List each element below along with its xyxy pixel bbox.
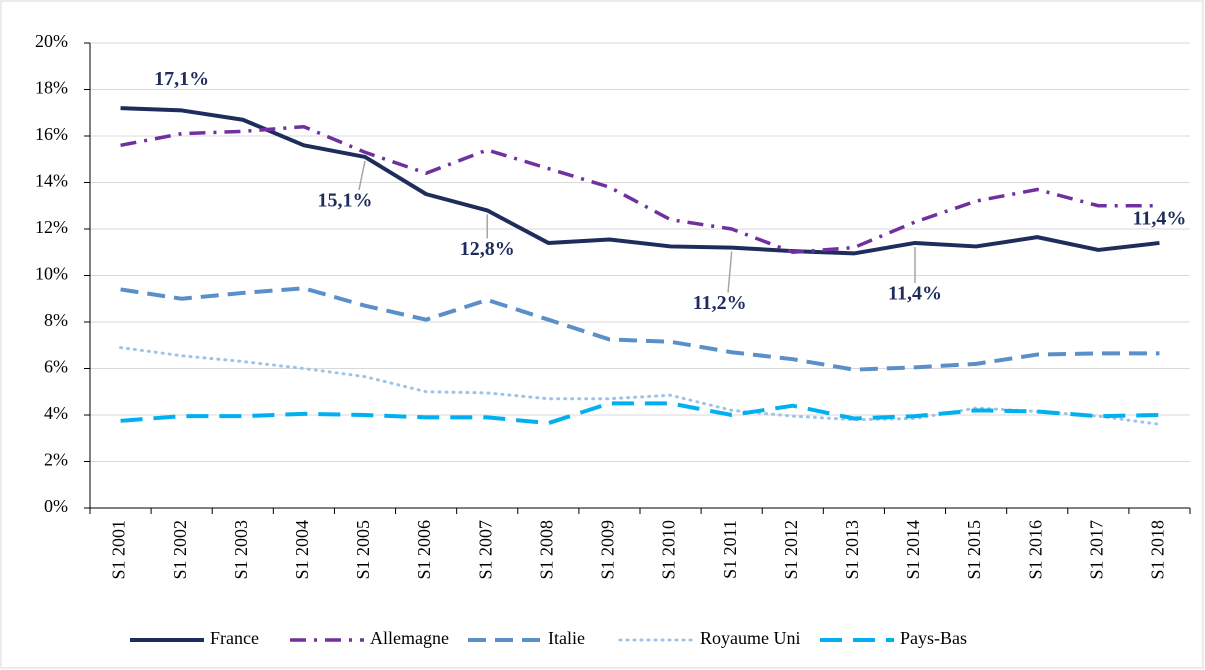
x-tick-label: S1 2001 xyxy=(109,520,129,580)
y-tick-label: 8% xyxy=(44,310,68,330)
y-tick-label: 18% xyxy=(35,78,68,98)
x-tick-label: S1 2010 xyxy=(659,520,679,580)
x-tick-label: S1 2017 xyxy=(1086,520,1106,580)
data-label: 11,2% xyxy=(693,292,747,314)
y-tick-label: 4% xyxy=(44,403,68,423)
x-tick-label: S1 2016 xyxy=(1025,520,1045,580)
y-tick-label: 12% xyxy=(35,217,68,237)
series-line xyxy=(120,286,1160,372)
x-tick-label: S1 2006 xyxy=(414,520,434,580)
x-tick-label: S1 2004 xyxy=(292,520,312,580)
data-label: 11,4% xyxy=(888,283,942,305)
y-tick-label: 14% xyxy=(35,171,68,191)
label-leader xyxy=(727,251,733,293)
series-line xyxy=(119,346,1161,426)
y-tick-label: 20% xyxy=(35,31,68,51)
legend-label: Italie xyxy=(548,628,585,648)
x-tick-label: S1 2012 xyxy=(781,520,801,580)
data-label: 17,1% xyxy=(154,68,209,90)
y-tick-label: 6% xyxy=(44,357,68,377)
data-label: 15,1% xyxy=(318,190,373,212)
label-leader xyxy=(358,160,366,191)
series-line xyxy=(120,106,1160,256)
x-tick-label: S1 2008 xyxy=(536,520,556,580)
legend-label: Royaume Uni xyxy=(700,628,801,648)
x-tick-label: S1 2007 xyxy=(475,520,495,580)
y-tick-label: 0% xyxy=(44,496,68,516)
data-label: 11,4% xyxy=(1132,208,1186,230)
y-tick-label: 2% xyxy=(44,450,68,470)
legend-label: Pays-Bas xyxy=(900,628,967,648)
x-tick-label: S1 2002 xyxy=(170,520,190,580)
x-tick-label: S1 2003 xyxy=(231,520,251,580)
x-tick-label: S1 2009 xyxy=(598,520,618,580)
legend-label: Allemagne xyxy=(370,628,449,648)
x-tick-label: S1 2005 xyxy=(353,520,373,580)
series-line xyxy=(120,401,1160,426)
x-tick-label: S1 2011 xyxy=(720,520,740,579)
x-tick-label: S1 2018 xyxy=(1148,520,1168,580)
x-tick-label: S1 2013 xyxy=(842,520,862,580)
y-tick-label: 10% xyxy=(35,264,68,284)
y-tick-label: 16% xyxy=(35,124,68,144)
data-label: 12,8% xyxy=(460,238,515,260)
legend-label: France xyxy=(210,628,259,648)
x-tick-label: S1 2015 xyxy=(964,520,984,580)
x-tick-label: S1 2014 xyxy=(903,520,923,580)
